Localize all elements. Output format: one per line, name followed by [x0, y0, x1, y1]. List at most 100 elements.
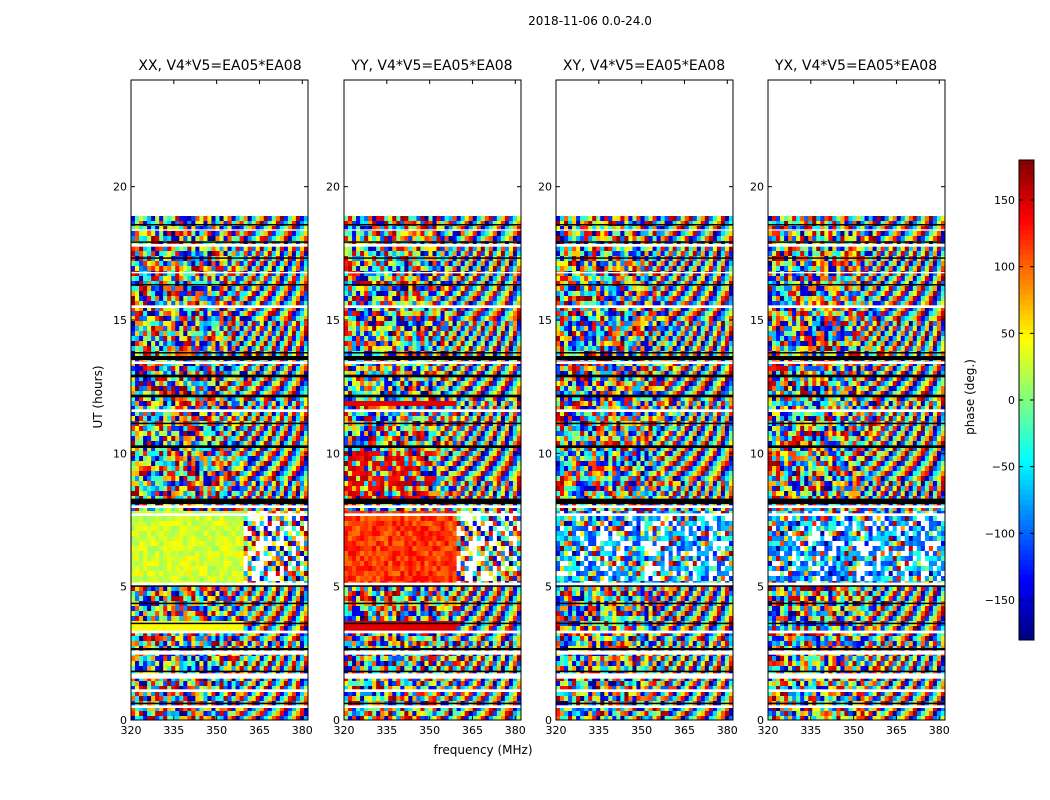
- heatmap-cell: [167, 616, 171, 621]
- heatmap-cell: [167, 541, 171, 546]
- heatmap-cell: [228, 401, 232, 406]
- heatmap-cell: [151, 416, 155, 421]
- heatmap-cell: [284, 561, 288, 566]
- heatmap-cell: [131, 311, 135, 316]
- heatmap-cell: [296, 386, 300, 391]
- heatmap-cell: [284, 526, 288, 531]
- heatmap-cell: [256, 666, 260, 671]
- heatmap-cell: [256, 276, 260, 281]
- heatmap-cell: [135, 216, 139, 221]
- heatmap-cell: [211, 316, 215, 321]
- heatmap-cell: [139, 576, 143, 581]
- heatmap-cell: [135, 326, 139, 331]
- heatmap-cell: [513, 251, 517, 256]
- heatmap-cell: [248, 416, 252, 421]
- heatmap-cell: [360, 246, 364, 251]
- heatmap-cell: [232, 571, 236, 576]
- heatmap-cell: [268, 556, 272, 561]
- heatmap-cell: [292, 251, 296, 256]
- heatmap-cell: [183, 546, 187, 551]
- heatmap-cell: [268, 336, 272, 341]
- heatmap-cell: [264, 576, 268, 581]
- heatmap-cell: [135, 436, 139, 441]
- heatmap-cell: [183, 246, 187, 251]
- heatmap-cell: [292, 286, 296, 291]
- heatmap-cell: [171, 696, 175, 701]
- heatmap-cell: [220, 456, 224, 461]
- heatmap-cell: [215, 386, 219, 391]
- heatmap-cell: [195, 266, 199, 271]
- heatmap-cell: [220, 261, 224, 266]
- heatmap-cell: [268, 626, 272, 631]
- heatmap-cell: [131, 266, 135, 271]
- heatmap-cell: [244, 296, 248, 301]
- heatmap-cell: [228, 461, 232, 466]
- heatmap-cell: [240, 251, 244, 256]
- heatmap-cell: [224, 711, 228, 716]
- heatmap-cell: [244, 711, 248, 716]
- heatmap-cell: [175, 661, 179, 666]
- heatmap-cell: [248, 466, 252, 471]
- heatmap-cell: [493, 251, 497, 256]
- heatmap-cell: [288, 381, 292, 386]
- heatmap-cell: [264, 456, 268, 461]
- heatmap-cell: [360, 251, 364, 256]
- heatmap-cell: [232, 276, 236, 281]
- heatmap-cell: [175, 366, 179, 371]
- heatmap-cell: [207, 476, 211, 481]
- heatmap-cell: [420, 266, 424, 271]
- heatmap-cell: [207, 466, 211, 471]
- heatmap-cell: [143, 541, 147, 546]
- heatmap-cell: [183, 616, 187, 621]
- heatmap-cell: [224, 221, 228, 226]
- heatmap-cell: [485, 266, 489, 271]
- heatmap-cell: [135, 626, 139, 631]
- heatmap-cell: [461, 231, 465, 236]
- heatmap-cell: [207, 261, 211, 266]
- heatmap-cell: [256, 491, 260, 496]
- heatmap-cell: [400, 236, 404, 241]
- heatmap-cell: [187, 576, 191, 581]
- heatmap-cell: [163, 351, 167, 356]
- heatmap-cell: [131, 531, 135, 536]
- heatmap-cell: [284, 346, 288, 351]
- heatmap-cell: [163, 611, 167, 616]
- heatmap-cell: [481, 216, 485, 221]
- heatmap-cell: [191, 536, 195, 541]
- blank-band: [131, 272, 308, 273]
- heatmap-cell: [215, 591, 219, 596]
- heatmap-cell: [264, 271, 268, 276]
- heatmap-cell: [159, 571, 163, 576]
- heatmap-cell: [179, 291, 183, 296]
- heatmap-cell: [465, 236, 469, 241]
- heatmap-cell: [288, 481, 292, 486]
- heatmap-cell: [260, 436, 264, 441]
- heatmap-cell: [288, 316, 292, 321]
- heatmap-cell: [493, 231, 497, 236]
- heatmap-cell: [155, 311, 159, 316]
- heatmap-cell: [155, 656, 159, 661]
- heatmap-cell: [288, 341, 292, 346]
- heatmap-cell: [183, 216, 187, 221]
- heatmap-cell: [240, 481, 244, 486]
- heatmap-cell: [244, 626, 248, 631]
- heatmap-cell: [175, 491, 179, 496]
- heatmap-cell: [280, 536, 284, 541]
- heatmap-cell: [260, 661, 264, 666]
- heatmap-cell: [179, 431, 183, 436]
- heatmap-cell: [232, 596, 236, 601]
- heatmap-cell: [264, 231, 268, 236]
- heatmap-cell: [372, 231, 376, 236]
- heatmap-cell: [143, 596, 147, 601]
- heatmap-cell: [280, 296, 284, 301]
- heatmap-cell: [284, 576, 288, 581]
- heatmap-cell: [276, 656, 280, 661]
- heatmap-cell: [171, 666, 175, 671]
- heatmap-cell: [199, 476, 203, 481]
- heatmap-cell: [280, 516, 284, 521]
- heatmap-cell: [167, 381, 171, 386]
- heatmap-cell: [380, 261, 384, 266]
- heatmap-cell: [260, 466, 264, 471]
- heatmap-cell: [244, 266, 248, 271]
- heatmap-cell: [163, 246, 167, 251]
